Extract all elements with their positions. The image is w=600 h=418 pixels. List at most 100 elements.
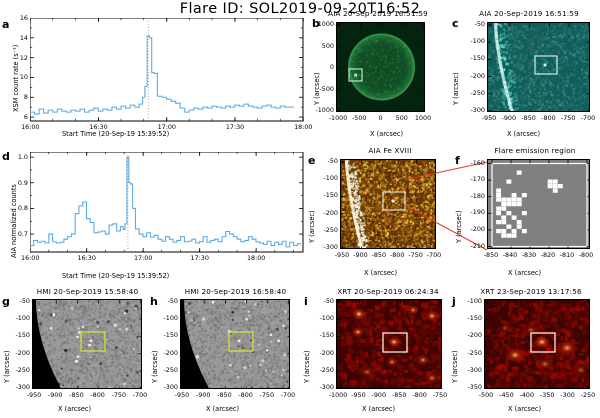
panel-b-xlabel: X (arcsec) [370, 130, 404, 138]
tick-label: -300 [467, 365, 482, 374]
tick-label: 0.7 [17, 230, 28, 239]
tick-label: -100 [467, 297, 482, 305]
tick-label: -900 [195, 391, 211, 399]
panel-f-xlabel: X (arcsec) [508, 269, 542, 277]
tick-label: -800 [90, 391, 105, 399]
tick-label: 1000 [317, 20, 334, 28]
tick-label: -850 [371, 251, 387, 259]
tick-label: -200 [470, 71, 485, 80]
tick-label: -800 [238, 391, 253, 399]
tick-label: 14 [19, 33, 28, 42]
tick-label: -250 [470, 88, 485, 97]
tick-label: -800 [389, 251, 405, 259]
tick-label: -850 [391, 391, 407, 399]
page-title: Flare ID: SOL2019-09-20T16:52 [179, 1, 421, 17]
tick-label: -50 [19, 297, 30, 305]
panel-d-xlabel: Start Time (20-Sep-19 15:39:52) [62, 272, 170, 280]
tick-label: -950 [481, 114, 497, 122]
tick-label: -250 [323, 225, 338, 234]
tick-label: 18:00 [246, 254, 266, 262]
panel-d-ylabel: AIA normalized counts [10, 184, 18, 258]
tick-label: -1000 [315, 106, 334, 114]
tick-label: -700 [280, 391, 296, 399]
tick-label: -200 [15, 348, 30, 357]
tick-label: -800 [578, 251, 594, 259]
tick-label: 500 [395, 114, 408, 122]
tick-label: 0.8 [17, 204, 28, 213]
panel-j-image [484, 299, 590, 389]
tick-label: 16:30 [77, 254, 96, 262]
tick-label: -840 [502, 251, 518, 259]
tick-label: -900 [47, 391, 63, 399]
panel-g-image [32, 299, 142, 389]
tick-label: -250 [163, 365, 178, 374]
panel-c-ylabel: Y (arcsec) [452, 72, 460, 105]
tick-label: 8 [23, 93, 28, 102]
tick-label: -900 [371, 391, 387, 399]
tick-label: -950 [351, 391, 366, 399]
tick-label: -750 [560, 114, 576, 122]
tick-label: -50 [167, 297, 178, 305]
tick-label: -850 [69, 391, 84, 399]
tick-label: 12 [19, 53, 28, 62]
tick-label: -900 [353, 251, 368, 259]
panel-b-image [336, 22, 425, 112]
panel-h-xlabel: X (arcsec) [206, 405, 240, 413]
panel-g-ylabel: Y (arcsec) [3, 350, 11, 383]
tick-label: -350 [467, 383, 482, 391]
panel-c-title: AIA 20-Sep-2019 16:51:59 [479, 9, 579, 18]
tick-label: 16:00 [21, 123, 40, 131]
panel-j-title: XRT 23-Sep-2019 13:17:56 [480, 287, 582, 296]
tick-label: -100 [319, 314, 334, 323]
panel-e-ylabel: Y (arcsec) [308, 210, 316, 243]
tick-label: -500 [351, 114, 367, 122]
panel-d-plot [30, 152, 304, 253]
tick-label: -150 [323, 191, 338, 200]
tick-label: -800 [412, 391, 427, 399]
tick-label: -200 [319, 348, 334, 357]
panel-label-h: h [150, 295, 158, 308]
tick-label: -830 [521, 251, 537, 259]
tick-label: -300 [560, 391, 575, 399]
tick-label: -250 [319, 365, 334, 374]
panel-label-e: e [308, 154, 316, 167]
tick-label: -800 [541, 114, 556, 122]
panel-j-xlabel: X (arcsec) [508, 405, 542, 413]
panel-a-ylabel: XSM count rate (s⁻¹) [12, 44, 20, 112]
panel-f-ylabel: Y (arcsec) [455, 210, 463, 243]
tick-label: -100 [163, 314, 178, 323]
tick-label: -350 [539, 391, 555, 399]
tick-label: -170 [470, 175, 485, 184]
tick-label: -50 [323, 297, 334, 305]
tick-label: 0 [329, 63, 334, 71]
tick-label: -300 [319, 383, 334, 391]
panel-e-image [340, 159, 436, 249]
tick-label: -210 [470, 241, 485, 250]
panel-h-title: HMI 20-Sep-2019 16:58:40 [184, 287, 287, 296]
panel-h-image [180, 299, 290, 389]
tick-label: 10 [19, 73, 28, 82]
tick-label: -700 [132, 391, 148, 399]
tick-label: -850 [217, 391, 232, 399]
panel-label-f: f [455, 154, 460, 167]
panel-i-title: XRT 20-Sep-2019 06:24:34 [337, 287, 439, 296]
tick-label: -500 [478, 391, 494, 399]
tick-label: -250 [15, 365, 30, 374]
tick-label: -950 [334, 251, 350, 259]
panel-label-d: d [2, 150, 10, 163]
panel-a-plot [30, 18, 304, 122]
panel-g-xlabel: X (arcsec) [58, 405, 92, 413]
panel-f-image [487, 159, 590, 249]
tick-label: -200 [163, 348, 178, 357]
tick-label: -150 [319, 331, 334, 340]
panel-label-i: i [304, 295, 308, 308]
tick-label: -300 [163, 383, 178, 391]
tick-label: 16 [19, 14, 28, 22]
panel-h-ylabel: Y (arcsec) [151, 350, 159, 383]
panel-label-c: c [452, 17, 459, 30]
tick-label: -750 [432, 391, 448, 399]
tick-label: -50 [474, 20, 485, 28]
tick-label: -100 [470, 37, 485, 46]
tick-label: 18:00 [294, 123, 313, 131]
